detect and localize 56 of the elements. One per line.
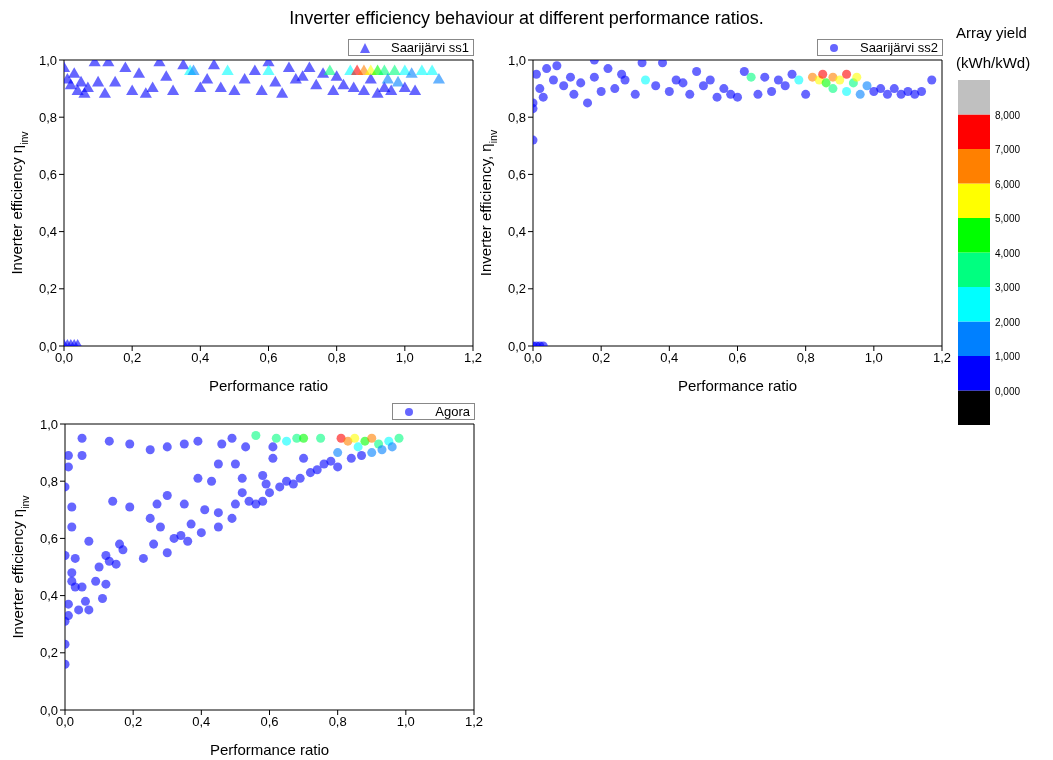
x-tick-label: 0,0 (54, 350, 74, 366)
legend-label: Saarijärvi ss2 (859, 40, 938, 55)
x-tick-label: 1,2 (932, 350, 952, 366)
x-axis-title: Performance ratio (208, 377, 329, 394)
y-tick-label: 0,0 (38, 338, 57, 354)
color-bar-label: 1,000 (995, 351, 1021, 362)
x-tick-label: 0,8 (796, 350, 815, 366)
y-tick-label: 1,0 (38, 52, 57, 68)
y-tick-label: 0,6 (39, 531, 58, 547)
x-tick-label: 0,6 (728, 350, 747, 366)
x-tick-label: 0,8 (328, 714, 347, 730)
y-tick-label: 0,6 (38, 167, 57, 183)
x-tick-label: 0,8 (327, 350, 346, 366)
x-tick-label: 0,0 (523, 350, 543, 366)
x-tick-label: 1,2 (464, 714, 484, 730)
y-tick-label: 0,8 (507, 109, 526, 125)
y-tick-label: 0,0 (507, 338, 526, 354)
color-bar-label: 8,000 (995, 109, 1021, 121)
x-tick-label: 0,2 (592, 350, 611, 366)
x-tick-label: 0,2 (123, 350, 142, 366)
x-tick-label: 0,4 (191, 350, 210, 366)
x-tick-label: 0,0 (55, 714, 75, 730)
x-tick-label: 1,0 (395, 350, 414, 366)
x-tick-label: 0,4 (192, 714, 211, 730)
color-bar-label: 2,000 (995, 316, 1021, 328)
color-bar-label: 5,000 (995, 213, 1021, 224)
y-tick-label: 1,0 (39, 416, 58, 432)
x-tick-label: 0,6 (259, 350, 278, 366)
y-tick-label: 0,4 (39, 588, 58, 604)
color-bar-label: 4,000 (995, 247, 1021, 259)
x-tick-label: 0,6 (260, 714, 279, 730)
x-tick-label: 1,0 (864, 350, 883, 366)
color-bar-label: 6,000 (995, 178, 1021, 190)
y-tick-label: 0,4 (507, 224, 526, 240)
x-axis-title: Performance ratio (209, 741, 330, 758)
y-tick-label: 0,8 (39, 473, 58, 489)
y-tick-label: 0,6 (507, 167, 526, 183)
x-axis-title: Performance ratio (677, 377, 798, 394)
legend-label: Agora (435, 404, 470, 419)
color-bar-label: 3,000 (995, 282, 1021, 293)
x-tick-label: 0,2 (124, 714, 143, 730)
y-tick-label: 0,2 (507, 281, 526, 297)
y-tick-label: 0,2 (39, 645, 58, 661)
legend-label: Saarijärvi ss1 (390, 40, 469, 55)
color-bar-label: 0,000 (995, 385, 1021, 397)
y-tick-label: 0,8 (38, 109, 57, 125)
y-tick-label: 0,4 (38, 224, 57, 240)
y-tick-label: 1,0 (507, 52, 526, 68)
color-bar-label: 7,000 (995, 144, 1021, 155)
y-tick-label: 0,2 (38, 281, 57, 297)
x-tick-label: 1,0 (396, 714, 415, 730)
color-bar-title: Array yield (kWh/kWd) (956, 23, 1032, 73)
x-tick-label: 1,2 (463, 350, 483, 366)
x-tick-label: 0,4 (660, 350, 679, 366)
y-tick-label: 0,0 (39, 702, 58, 718)
text: Inverter efficiency behaviour at different performance ratios. (289, 8, 764, 28)
